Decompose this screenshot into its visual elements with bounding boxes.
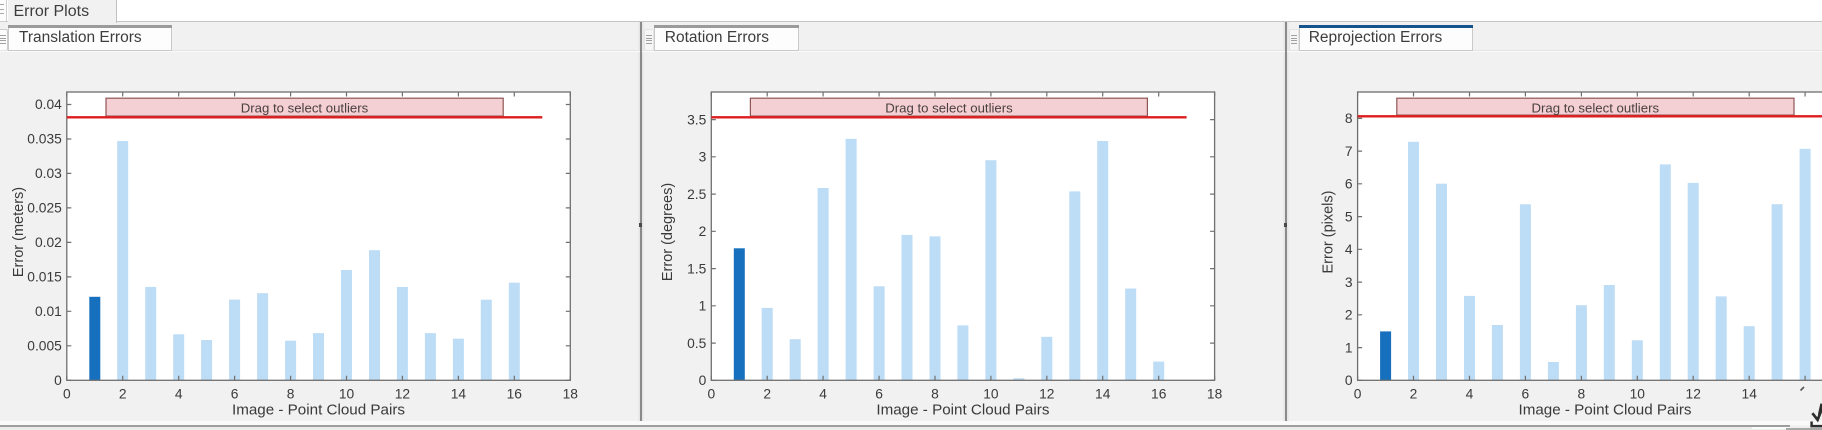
svg-text:12: 12 [1686,386,1701,401]
svg-text:4: 4 [819,386,827,401]
svg-text:0.005: 0.005 [27,339,62,354]
svg-text:0: 0 [1345,373,1353,388]
svg-text:Image - Point Cloud Pairs: Image - Point Cloud Pairs [1518,401,1691,418]
svg-text:10: 10 [983,386,999,401]
svg-text:5: 5 [1345,209,1353,224]
svg-text:2: 2 [699,224,707,239]
svg-text:6: 6 [875,386,883,401]
svg-text:0.015: 0.015 [27,270,62,285]
svg-text:8: 8 [1345,111,1353,126]
svg-text:16: 16 [507,386,523,401]
svg-text:1.5: 1.5 [687,261,707,276]
svg-text:3.5: 3.5 [687,112,707,127]
svg-text:2: 2 [119,386,127,401]
svg-text:Drag to select outliers: Drag to select outliers [885,101,1013,116]
svg-text:4: 4 [1345,242,1353,257]
svg-text:14: 14 [1742,386,1758,401]
svg-text:0.5: 0.5 [687,336,707,351]
svg-text:18: 18 [1207,386,1223,401]
svg-text:1: 1 [1345,340,1353,355]
svg-text:10: 10 [339,386,355,401]
svg-text:16: 16 [1151,386,1167,401]
svg-text:0: 0 [1354,386,1362,401]
svg-text:Error (degrees): Error (degrees) [660,183,676,281]
svg-text:8: 8 [1578,386,1586,401]
svg-text:10: 10 [1630,386,1646,401]
svg-text:0: 0 [63,386,71,401]
svg-text:Drag to select outliers: Drag to select outliers [241,101,369,116]
svg-text:4: 4 [175,386,183,401]
svg-text:4: 4 [1466,386,1474,401]
svg-text:2: 2 [1345,308,1353,323]
svg-text:Drag to select outliers: Drag to select outliers [1532,101,1660,116]
svg-text:18: 18 [563,386,579,401]
svg-text:0.01: 0.01 [35,304,62,319]
svg-text:0: 0 [699,373,707,388]
svg-text:12: 12 [395,386,410,401]
svg-text:3: 3 [1345,275,1353,290]
svg-text:0.035: 0.035 [27,132,62,147]
svg-text:14: 14 [1095,386,1111,401]
svg-text:0.025: 0.025 [27,201,62,216]
svg-text:0: 0 [54,373,62,388]
svg-text:6: 6 [231,386,239,401]
svg-text:0.04: 0.04 [35,97,62,112]
svg-text:8: 8 [287,386,295,401]
svg-text:Error (pixels): Error (pixels) [1321,191,1337,274]
svg-text:Image - Point Cloud Pairs: Image - Point Cloud Pairs [876,401,1049,418]
svg-text:7: 7 [1345,144,1353,159]
svg-text:2: 2 [1410,386,1418,401]
svg-text:0.02: 0.02 [35,235,62,250]
svg-text:Image - Point Cloud Pairs: Image - Point Cloud Pairs [232,401,405,418]
svg-text:3: 3 [699,150,707,165]
svg-text:14: 14 [451,386,467,401]
svg-text:0.03: 0.03 [35,166,62,181]
svg-text:2: 2 [763,386,771,401]
svg-text:Error (meters): Error (meters) [11,187,27,277]
svg-text:8: 8 [931,386,939,401]
svg-text:12: 12 [1039,386,1054,401]
svg-text:0: 0 [707,386,715,401]
svg-text:2.5: 2.5 [687,187,707,202]
svg-text:1: 1 [699,299,707,314]
svg-text:6: 6 [1522,386,1530,401]
svg-text:6: 6 [1345,177,1353,192]
